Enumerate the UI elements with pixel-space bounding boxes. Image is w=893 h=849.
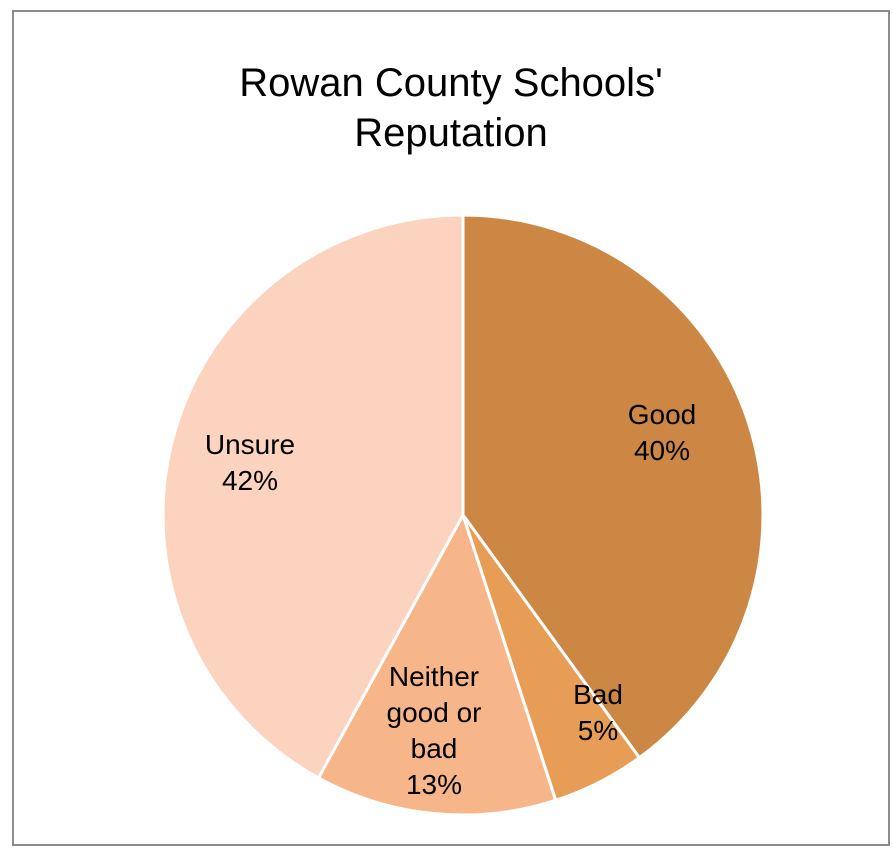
pie-slice-neither-good-or-bad [316, 513, 558, 817]
chart-title: Rowan County Schools' Reputation [14, 58, 888, 158]
data-label-neither-good-or-bad: Neither good or bad 13% [387, 661, 482, 800]
data-label-bad: Bad 5% [573, 679, 623, 746]
pie-slice-unsure [161, 213, 465, 780]
pie-chart: Good 40% Bad 5% Neither good or bad 13% Unsure 42… [161, 213, 765, 817]
data-label-line: good or [387, 697, 482, 728]
pie-slice-good [461, 213, 765, 760]
pie-labels: Good 40% Bad 5% Neither good or bad 13% Unsure 42… [205, 399, 696, 800]
data-label-line: 13% [406, 769, 462, 800]
data-label-line: 40% [634, 435, 690, 466]
chart-title-line-2: Reputation [354, 111, 548, 155]
data-label-line: 42% [222, 465, 278, 496]
data-label-line: 5% [578, 715, 618, 746]
data-label-line: bad [411, 733, 458, 764]
chart-frame: Rowan County Schools' Reputation Good 40%… [12, 10, 890, 846]
chart-title-line-1: Rowan County Schools' [239, 61, 663, 105]
data-label-line: Good [628, 399, 697, 430]
data-label-unsure: Unsure 42% [205, 429, 295, 496]
pie-slices [161, 213, 765, 817]
data-label-good: Good 40% [628, 399, 697, 466]
data-label-line: Unsure [205, 429, 295, 460]
data-label-line: Neither [389, 661, 479, 692]
data-label-line: Bad [573, 679, 623, 710]
